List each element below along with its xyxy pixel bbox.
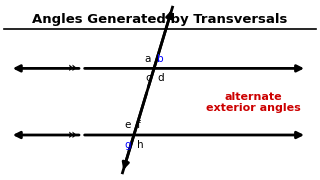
Text: h: h [137, 140, 144, 150]
Text: »: » [68, 128, 77, 142]
Text: b: b [157, 54, 164, 64]
Text: a: a [145, 54, 151, 64]
Text: d: d [157, 73, 164, 83]
Text: Angles Generated by Transversals: Angles Generated by Transversals [32, 13, 288, 26]
Text: g: g [124, 140, 131, 150]
Text: alternate
exterior angles: alternate exterior angles [206, 92, 301, 113]
Text: e: e [124, 120, 131, 130]
Text: c: c [145, 73, 151, 83]
Text: »: » [68, 61, 77, 75]
Text: f: f [137, 120, 141, 130]
